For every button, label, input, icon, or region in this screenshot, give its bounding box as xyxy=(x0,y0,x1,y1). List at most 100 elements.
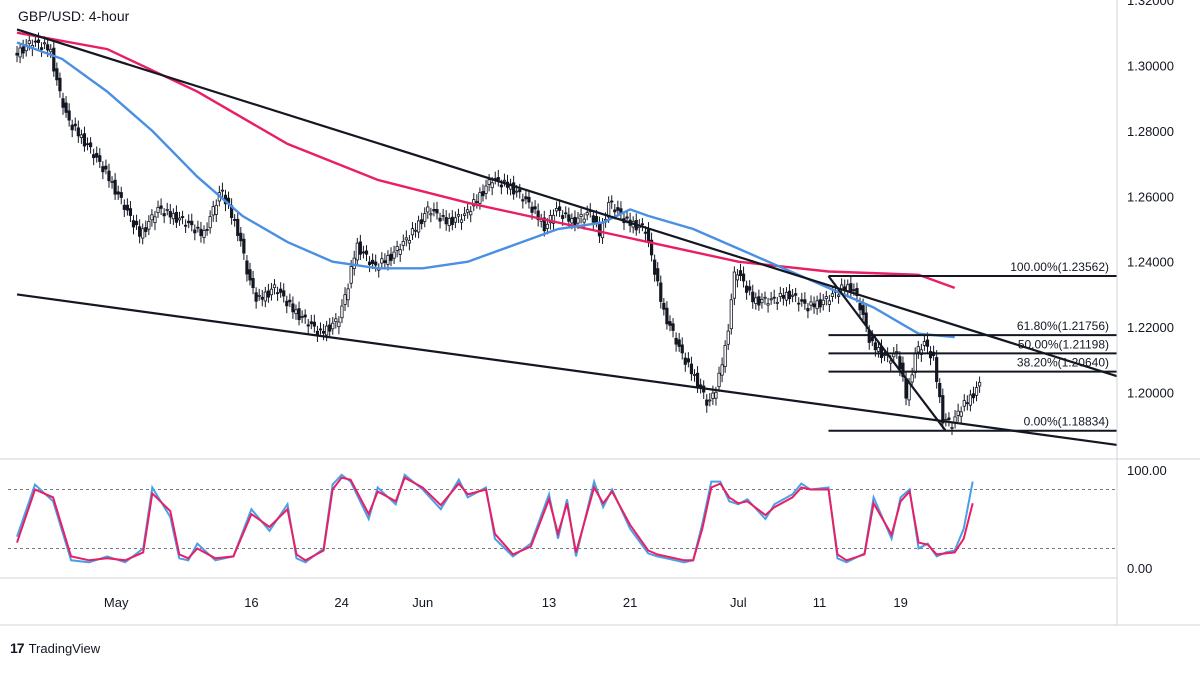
candle-body xyxy=(233,218,237,221)
candle-body xyxy=(576,217,580,224)
candle-body xyxy=(616,207,620,211)
candle-body xyxy=(275,292,280,295)
fibonacci-level-label: 38.20%(1.20640) xyxy=(1017,356,1109,370)
candle-body xyxy=(738,270,743,276)
candle-body xyxy=(797,302,801,305)
candle-body xyxy=(564,212,568,215)
price-tick-label: 1.20000 xyxy=(1127,386,1174,401)
candle-body xyxy=(521,199,525,202)
time-tick-label: 13 xyxy=(542,595,556,610)
candle-body xyxy=(977,381,982,387)
candle-body xyxy=(959,411,963,417)
candle-body xyxy=(46,44,50,51)
candle-body xyxy=(404,237,408,241)
candle-body xyxy=(800,299,804,302)
candle-body xyxy=(156,207,160,213)
candle-body xyxy=(340,305,344,319)
candle-body xyxy=(128,208,133,216)
candle-body xyxy=(677,339,681,347)
candle-body xyxy=(279,288,283,293)
candle-body xyxy=(76,127,80,137)
candle-body xyxy=(515,190,519,193)
candle-body xyxy=(962,400,966,407)
candle-body xyxy=(138,226,142,237)
candle-body xyxy=(184,224,188,227)
time-tick-label: May xyxy=(104,595,129,610)
candle-body xyxy=(441,215,445,217)
candle-body xyxy=(39,47,44,50)
candle-body xyxy=(466,209,470,213)
candle-body xyxy=(236,218,240,236)
time-tick-label: Jul xyxy=(730,595,747,610)
candle-body xyxy=(423,213,427,222)
candle-body xyxy=(757,296,761,306)
candle-body xyxy=(162,213,166,217)
candle-body xyxy=(919,349,923,355)
candle-body xyxy=(196,226,200,229)
candle-body xyxy=(941,395,945,424)
candle-body xyxy=(784,291,789,301)
candle-body xyxy=(600,222,605,239)
candle-body xyxy=(898,356,902,370)
candle-body xyxy=(836,294,841,297)
candle-body xyxy=(910,374,914,383)
candle-body xyxy=(646,228,651,243)
candle-body xyxy=(113,179,117,195)
candle-body xyxy=(144,227,148,232)
candle-body xyxy=(861,305,865,315)
candle-body xyxy=(426,206,430,213)
candle-body xyxy=(772,296,776,299)
price-tick-label: 1.26000 xyxy=(1127,189,1174,204)
time-tick-label: 19 xyxy=(893,595,907,610)
candle-body xyxy=(21,46,25,54)
candle-body xyxy=(649,239,654,256)
candle-body xyxy=(849,283,853,293)
candle-body xyxy=(895,351,899,353)
candle-body xyxy=(420,219,424,225)
candle-body xyxy=(364,250,369,255)
candle-body xyxy=(591,215,595,223)
candle-body xyxy=(689,363,694,375)
candle-body xyxy=(781,294,785,299)
candle-body xyxy=(285,300,289,307)
candle-body xyxy=(165,209,169,211)
candle-body xyxy=(220,189,225,192)
candle-body xyxy=(187,220,191,224)
candle-body xyxy=(971,393,976,399)
candle-body xyxy=(938,383,942,398)
candle-body xyxy=(928,351,933,359)
candle-body xyxy=(245,260,249,275)
candle-body xyxy=(901,362,905,377)
candle-body xyxy=(512,182,516,195)
candle-body xyxy=(548,215,553,224)
candle-body xyxy=(974,387,979,396)
candle-body xyxy=(303,314,307,318)
candle-body xyxy=(533,206,537,210)
candle-body xyxy=(723,345,727,367)
price-tick-label: 1.28000 xyxy=(1127,124,1174,139)
candle-body xyxy=(294,309,298,315)
candle-body xyxy=(429,213,433,216)
candle-body xyxy=(242,238,246,254)
candle-body xyxy=(956,410,960,416)
candle-body xyxy=(383,260,387,263)
candle-body xyxy=(582,218,586,223)
candle-body xyxy=(692,373,697,376)
candle-body xyxy=(358,241,362,255)
candle-body xyxy=(745,285,749,293)
candle-body xyxy=(309,321,313,325)
candle-body xyxy=(450,216,454,225)
price-pane: 100.00%(1.23562) 61.80%(1.21756) 50.00%(1.… xyxy=(15,28,1118,447)
candle-body xyxy=(487,179,491,185)
tradingview-brand[interactable]: 17 TradingView xyxy=(10,640,100,656)
time-tick-label: 21 xyxy=(623,595,637,610)
candle-body xyxy=(717,372,721,388)
candle-body xyxy=(913,353,917,373)
candle-body xyxy=(827,300,831,305)
candle-body xyxy=(751,291,755,303)
candle-body xyxy=(469,211,473,216)
candle-body xyxy=(150,214,154,221)
candle-body xyxy=(107,170,111,182)
candle-body xyxy=(202,230,206,238)
candle-body xyxy=(815,300,819,310)
